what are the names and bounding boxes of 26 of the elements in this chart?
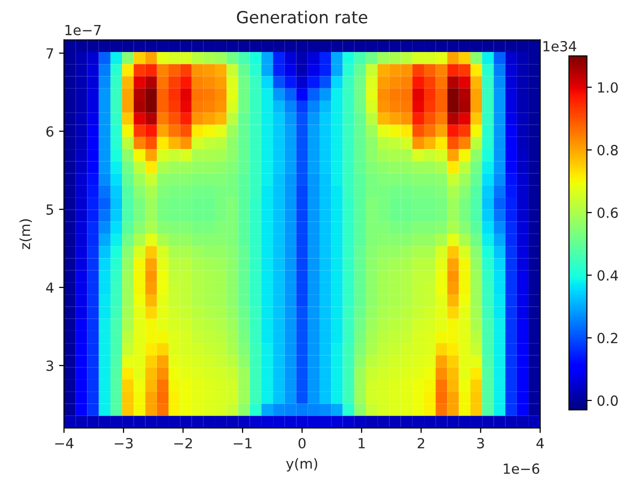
color-bar-label: 0.0 (598, 395, 618, 406)
color-bar-label: 0.4 (598, 270, 618, 281)
y-tick-label: 5 (46, 204, 54, 215)
color-bar-label: 1.0 (598, 82, 618, 93)
color-bar-label: 0.6 (598, 208, 618, 218)
text: 1e−6 (504, 463, 540, 474)
y-tick-label: 4 (46, 282, 54, 293)
x-tick-label: −4 (55, 438, 74, 448)
x-tick-label: 2 (418, 438, 424, 448)
text: 1e−7 (66, 24, 101, 36)
y-axis-title: z(m) (20, 219, 32, 250)
x-tick-label: −1 (234, 438, 252, 448)
x-axis-title: y(m) (286, 458, 318, 472)
text: 1e34 (543, 40, 576, 52)
x-tick-label: 1 (358, 438, 365, 448)
x-tick-label: 4 (536, 438, 544, 448)
y-tick-label: 7 (46, 48, 54, 58)
x-tick-label: −3 (114, 438, 133, 448)
x-tick-label: 0 (298, 438, 306, 448)
color-bar-label: 0.2 (598, 332, 618, 344)
chart-title: Generation rate (236, 10, 368, 24)
color-bar-label: 0.8 (598, 144, 618, 156)
x-tick-label: −2 (174, 438, 192, 448)
x-tick-label: 3 (477, 438, 484, 448)
y-tick-label: 6 (46, 126, 54, 137)
y-tick-label: 3 (46, 360, 54, 371)
